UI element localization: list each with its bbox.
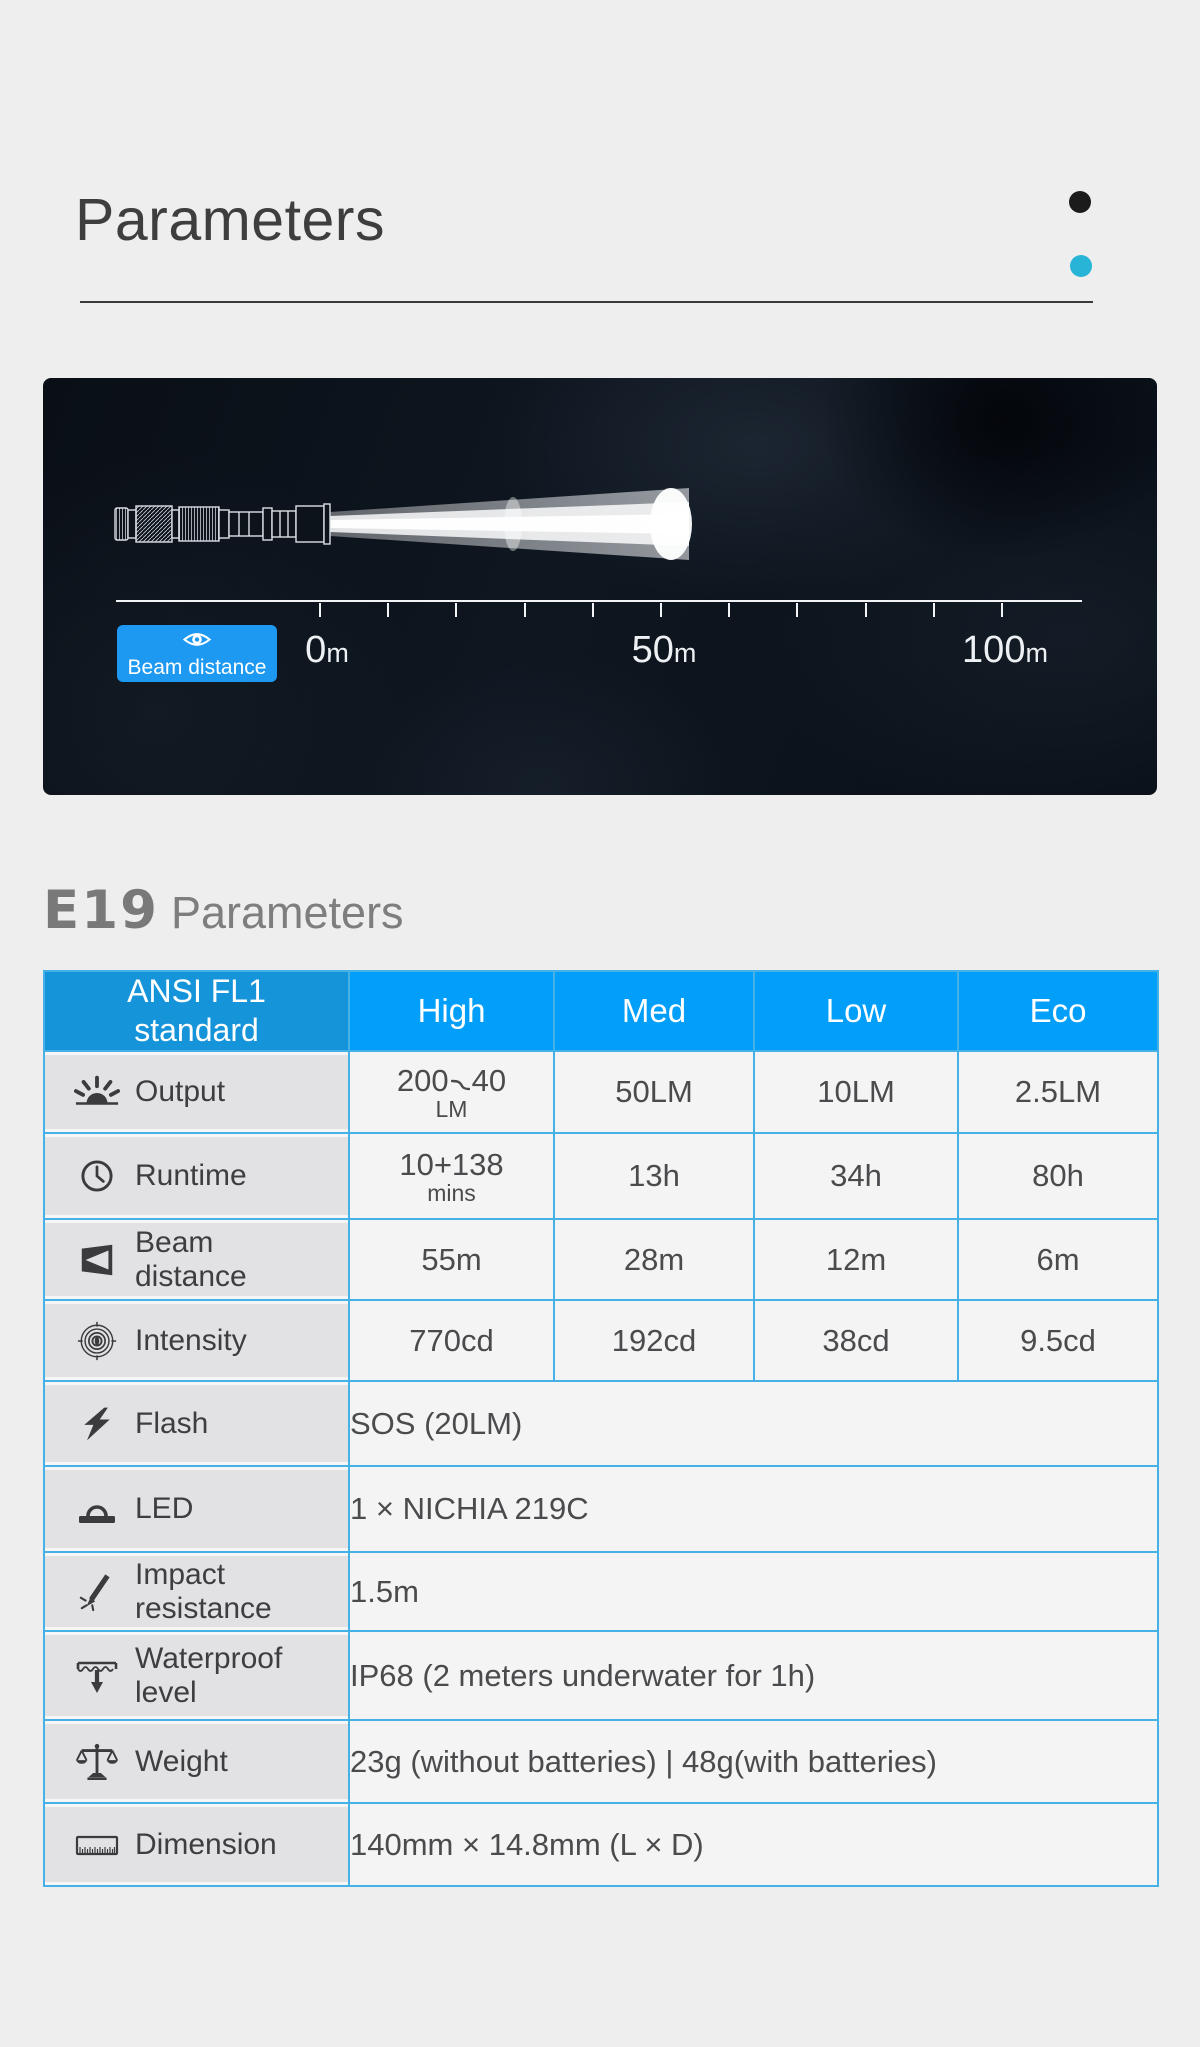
table-row: Output 200 40 LM 50LM 10LM 2.5LM — [43, 1050, 1159, 1134]
sunrise-icon — [73, 1074, 121, 1110]
row-label: Intensity — [135, 1323, 247, 1357]
value-output-low: 10LM — [753, 1050, 959, 1134]
value-intensity-med: 192cd — [553, 1299, 755, 1382]
light-beam — [330, 488, 692, 560]
header-med: Med — [553, 970, 755, 1052]
value-intensity-eco: 9.5cd — [957, 1299, 1159, 1382]
value-flash: SOS (20LM) — [348, 1380, 1159, 1467]
beam-distance-panel: 0m 50m 100m Beam distance — [43, 378, 1157, 795]
table-header-row: ANSI FL1 standard High Med Low Eco — [43, 970, 1159, 1052]
value-output-high: 200 40 LM — [348, 1050, 555, 1134]
distance-ruler — [116, 600, 1082, 617]
row-label: Impact resistance — [135, 1557, 272, 1625]
row-label: Flash — [135, 1406, 209, 1440]
clock-icon — [73, 1156, 121, 1196]
table-row: Runtime 10+138 mins 13h 34h 80h — [43, 1132, 1159, 1220]
value-runtime-low: 34h — [753, 1132, 959, 1220]
beam-wedge-icon — [73, 1241, 121, 1279]
value-impact: 1.5m — [348, 1551, 1159, 1632]
value-beam-low: 12m — [753, 1218, 959, 1301]
table-row: Impact resistance 1.5m — [43, 1551, 1159, 1632]
led-icon — [73, 1491, 121, 1527]
eye-icon — [182, 629, 212, 655]
row-label: Beam distance — [135, 1225, 247, 1293]
waterproof-icon — [73, 1656, 121, 1696]
scale-label-0m: 0m — [305, 629, 349, 671]
ruler-icon — [73, 1828, 121, 1862]
value-waterproof: IP68 (2 meters underwater for 1h) — [348, 1630, 1159, 1721]
table-row: Intensity 770cd 192cd 38cd 9.5cd — [43, 1299, 1159, 1382]
parameters-table: ANSI FL1 standard High Med Low Eco — [43, 970, 1159, 1887]
row-label: Dimension — [135, 1827, 277, 1861]
value-runtime-high: 10+138 mins — [348, 1132, 555, 1220]
value-led: 1 × NICHIA 219C — [348, 1465, 1159, 1553]
value-runtime-eco: 80h — [957, 1132, 1159, 1220]
row-label: LED — [135, 1492, 194, 1525]
page-title: Parameters — [75, 187, 385, 253]
table-row: Flash SOS (20LM) — [43, 1380, 1159, 1467]
section-heading: E19 Parameters — [43, 880, 404, 941]
table-row: Waterproof level IP68 (2 meters underwat… — [43, 1630, 1159, 1721]
flashlight-drawing — [114, 503, 331, 545]
value-runtime-med: 13h — [553, 1132, 755, 1220]
scale-icon — [73, 1742, 121, 1782]
step-down-icon — [450, 1079, 470, 1090]
value-intensity-high: 770cd — [348, 1299, 555, 1382]
header-low: Low — [753, 970, 959, 1052]
impact-icon — [73, 1571, 121, 1613]
row-label: Output — [135, 1075, 226, 1108]
row-label: Weight — [135, 1744, 228, 1778]
value-output-med: 50LM — [553, 1050, 755, 1134]
value-beam-high: 55m — [348, 1218, 555, 1301]
badge-label: Beam distance — [127, 655, 267, 679]
value-beam-eco: 6m — [957, 1218, 1159, 1301]
beam-distance-badge: Beam distance — [117, 625, 277, 682]
model-logo: E19 — [43, 880, 159, 941]
scale-label-50m: 50m — [631, 629, 697, 671]
table-row: Weight 23g (without batteries) | 48g(wit… — [43, 1719, 1159, 1804]
table-row: LED 1 × NICHIA 219C — [43, 1465, 1159, 1553]
lightning-icon — [73, 1405, 121, 1443]
value-output-eco: 2.5LM — [957, 1050, 1159, 1134]
cyan-dot — [1070, 255, 1092, 277]
header-eco: Eco — [957, 970, 1159, 1052]
header-ansi: ANSI FL1 standard — [43, 970, 350, 1052]
section-title: Parameters — [170, 887, 404, 938]
row-label: Runtime — [135, 1159, 247, 1192]
row-label: Waterproof level — [135, 1641, 283, 1709]
value-intensity-low: 38cd — [753, 1299, 959, 1382]
header-high: High — [348, 970, 555, 1052]
table-row: Dimension 140mm × 14.8mm (L × D) — [43, 1802, 1159, 1887]
heading-divider — [80, 301, 1093, 303]
value-weight: 23g (without batteries) | 48g(with batte… — [348, 1719, 1159, 1804]
value-beam-med: 28m — [553, 1218, 755, 1301]
target-icon — [73, 1320, 121, 1362]
flashlight-beam-illustration — [114, 488, 1082, 617]
table-row: Beam distance 55m 28m 12m 6m — [43, 1218, 1159, 1301]
scale-label-100m: 100m — [962, 629, 1048, 671]
value-dimension: 140mm × 14.8mm (L × D) — [348, 1802, 1159, 1887]
black-dot — [1069, 191, 1091, 213]
